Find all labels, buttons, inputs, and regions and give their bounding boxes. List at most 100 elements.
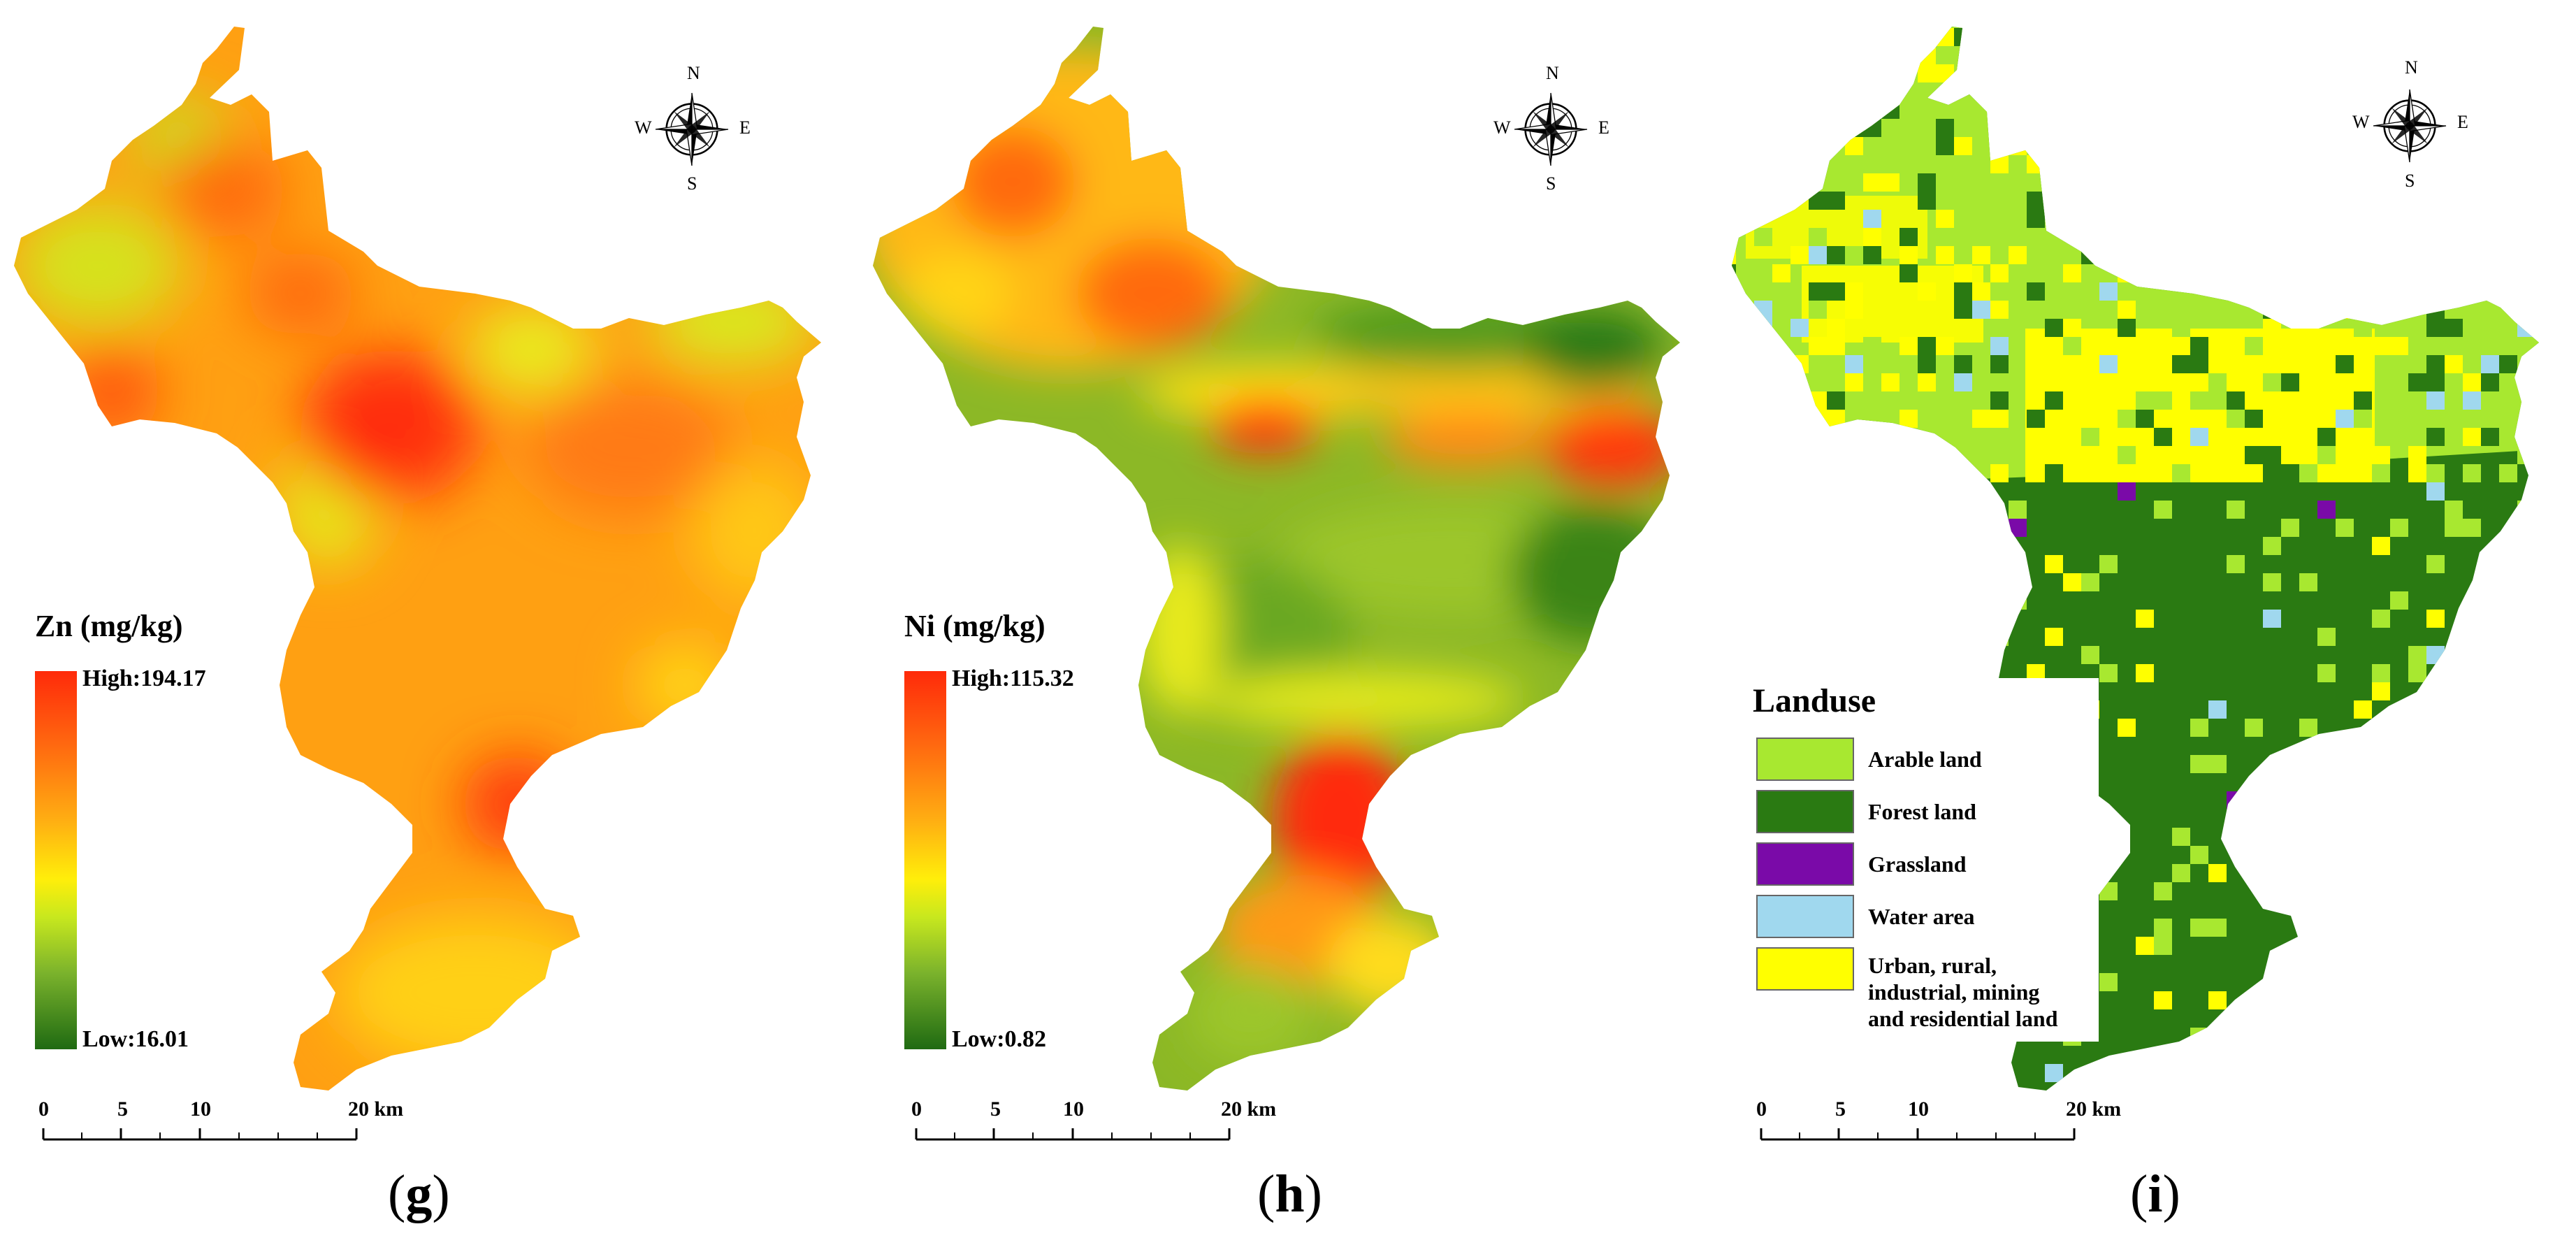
landuse-cell	[2336, 773, 2354, 791]
landuse-cell	[2535, 246, 2539, 264]
caption: (h)	[1257, 1165, 1322, 1223]
scale-label-20km: 20 km	[348, 1098, 404, 1121]
landuse-cell	[2172, 101, 2190, 119]
legend-urban-land: Urban, rural, industrial, mining and res…	[1868, 953, 2058, 1031]
landuse-cell	[1809, 391, 1827, 410]
landuse-cell	[2517, 791, 2535, 810]
ni-map	[873, 27, 1680, 1091]
landuse-cell	[1954, 591, 1972, 610]
landuse-cell	[1990, 282, 2009, 301]
landuse-cell	[2572, 810, 2576, 828]
landuse-cell	[1772, 46, 1790, 64]
landuse-cell	[2027, 137, 2045, 155]
landuse-cell	[2445, 264, 2463, 282]
landuse-cell	[2099, 391, 2118, 410]
landuse-cell	[1754, 391, 1772, 410]
landuse-cell	[2463, 137, 2481, 155]
landuse-cell	[2390, 1100, 2408, 1118]
landuse-cell	[1918, 591, 1936, 610]
landuse-cell	[2299, 719, 2317, 737]
landuse-cell	[2481, 46, 2499, 64]
landuse-cell	[2336, 46, 2354, 64]
landuse-cell	[2554, 192, 2572, 210]
compass-s: S	[687, 173, 697, 194]
landuse-cell	[2517, 1082, 2535, 1091]
caption: (i)	[2130, 1165, 2180, 1223]
landuse-cell	[2045, 264, 2063, 282]
landuse-cell	[2426, 900, 2445, 919]
landuse-cell	[1918, 1064, 1936, 1082]
landuse-cell	[1863, 373, 1881, 391]
landuse-cell	[1732, 228, 1736, 246]
landuse-cell	[1827, 137, 1845, 155]
landuse-cell	[2408, 464, 2426, 482]
landuse-cell	[1954, 28, 1972, 46]
landuse-cell	[2045, 1064, 2063, 1082]
compass-w: W	[2352, 112, 2370, 132]
landuse-cell	[2136, 155, 2154, 173]
landuse-cell	[2281, 519, 2299, 537]
landuse-cell	[1881, 482, 1900, 501]
landuse-cell	[2136, 410, 2154, 428]
landuse-cell	[2317, 428, 2336, 446]
landuse-cell	[1845, 119, 1863, 137]
landuse-cell	[1972, 282, 1990, 301]
compass-w: W	[1493, 117, 1511, 138]
landuse-cell	[1990, 628, 2009, 646]
landuse-cell	[2190, 82, 2208, 101]
landuse-cell	[2063, 64, 2081, 82]
landuse-cell	[2517, 64, 2535, 82]
landuse-cell	[2426, 1028, 2445, 1046]
landuse-cell	[2426, 428, 2445, 446]
landuse-cell	[1732, 937, 1736, 955]
landuse-cell	[2336, 410, 2354, 428]
landuse-cell	[2099, 355, 2118, 373]
landuse-cell	[2408, 210, 2426, 228]
landuse-cell	[1990, 464, 2009, 482]
landuse-cell	[2336, 355, 2354, 373]
landuse-cell	[2154, 882, 2172, 900]
landuse-cell	[1790, 246, 1809, 264]
landuse-cell	[2099, 282, 2118, 301]
landuse-cell	[2408, 1100, 2426, 1118]
landuse-cell	[2372, 446, 2390, 464]
landuse-cell	[2372, 664, 2390, 682]
landuse-cell	[2299, 755, 2317, 773]
swatch-forest	[1756, 790, 1854, 833]
landuse-cell	[1936, 137, 1954, 155]
landuse-cell	[2499, 355, 2517, 373]
landuse-cell	[2336, 282, 2354, 301]
landuse-cell	[1954, 482, 1972, 501]
landuse-cell	[1990, 46, 2009, 64]
landuse-cell	[2118, 101, 2136, 119]
landuse-cell	[2481, 428, 2499, 446]
landuse-cell	[2263, 828, 2281, 846]
landuse-cell	[2426, 737, 2445, 755]
landuse-cell	[2263, 464, 2281, 482]
landuse-cell	[2099, 192, 2118, 210]
landuse-cell	[2227, 46, 2245, 64]
landuse-cell	[1972, 373, 1990, 391]
landuse-cell	[2208, 373, 2227, 391]
landuse-cell	[2354, 937, 2372, 955]
landuse-cell	[2263, 228, 2281, 246]
landuse-cell	[2190, 355, 2208, 373]
landuse-cell	[2245, 355, 2263, 373]
landuse-cell	[2227, 1009, 2245, 1028]
landuse-cell	[1809, 1100, 1827, 1118]
scale-label-0: 0	[911, 1098, 922, 1121]
landuse-cell	[2390, 192, 2408, 210]
landuse-cell	[2281, 228, 2299, 246]
landuse-cell	[2354, 410, 2372, 428]
landuse-cell	[1918, 46, 1936, 64]
landuse-cell	[1772, 482, 1790, 501]
landuse-cell	[2535, 373, 2539, 391]
scale-label-10: 10	[1908, 1098, 1929, 1121]
landuse-cell	[1732, 737, 1736, 755]
landuse-cell	[2208, 864, 2227, 882]
landuse-cell	[1754, 82, 1772, 101]
landuse-cell	[2336, 519, 2354, 537]
landuse-cell	[2136, 664, 2154, 682]
landuse-cell	[1972, 246, 1990, 264]
landuse-cell	[2227, 228, 2245, 246]
